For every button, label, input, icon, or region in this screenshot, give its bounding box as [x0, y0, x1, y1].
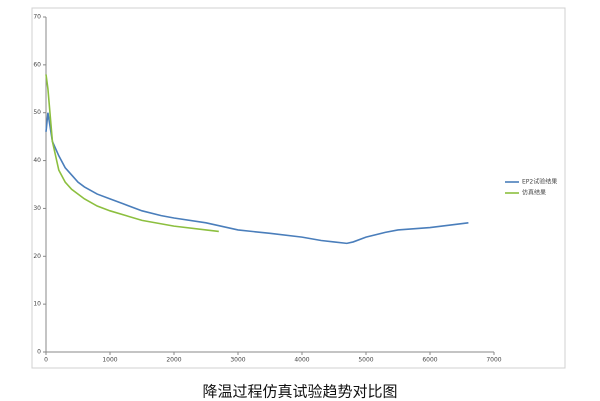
- series-line: [45, 74, 219, 233]
- y-tick-label: 0: [37, 349, 41, 356]
- chart-frame: [31, 7, 566, 369]
- x-tick-label: 1000: [102, 357, 117, 364]
- y-tick-label: 40: [33, 157, 41, 164]
- x-tick-label: 3000: [230, 357, 245, 364]
- legend-label: EP2试验结果: [522, 178, 557, 186]
- x-tick-label: 6000: [422, 357, 437, 364]
- y-tick-label: 30: [33, 205, 41, 212]
- y-tick-label: 60: [33, 61, 41, 68]
- x-tick-label: 7000: [486, 357, 501, 364]
- y-tick-label: 70: [33, 14, 41, 21]
- x-tick-label: 5000: [358, 357, 373, 364]
- x-tick-label: 0: [44, 357, 48, 364]
- y-tick-label: 50: [33, 109, 41, 116]
- series-line: [45, 112, 469, 245]
- legend-label: 仿真结果: [522, 189, 546, 197]
- chart-title: 降温过程仿真试验趋势对比图: [202, 383, 397, 401]
- y-tick-label: 20: [33, 253, 41, 260]
- x-tick-label: 2000: [166, 357, 181, 364]
- y-tick-label: 10: [33, 301, 41, 308]
- x-tick-label: 4000: [294, 357, 309, 364]
